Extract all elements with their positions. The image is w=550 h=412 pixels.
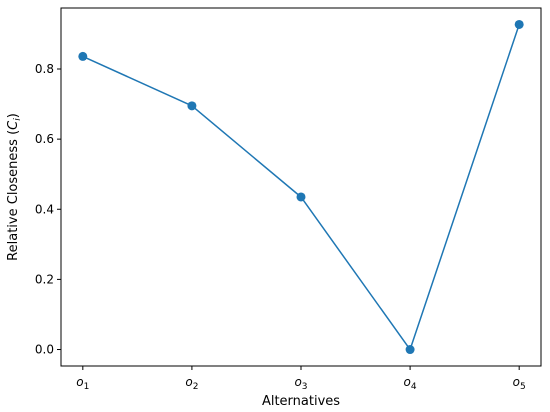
y-tick-label: 0.8 xyxy=(35,62,54,76)
x-tick-label: o4 xyxy=(404,375,417,392)
data-point xyxy=(296,192,306,202)
x-tick-label-sub: 5 xyxy=(520,382,526,392)
x-tick-label: o2 xyxy=(185,375,198,392)
series-layer xyxy=(78,19,524,355)
y-label-prefix: Relative Closeness ( xyxy=(6,130,21,261)
data-point xyxy=(405,345,415,355)
y-tick-label: 0.2 xyxy=(35,272,54,286)
x-axis: o1 o2 o3 o4 o5 xyxy=(76,366,526,392)
data-point xyxy=(187,101,197,111)
x-tick-label: o1 xyxy=(76,375,89,392)
y-label-var: C xyxy=(6,120,21,130)
x-tick-label-base: o xyxy=(513,375,520,389)
plot-area xyxy=(61,8,541,366)
data-point xyxy=(78,51,88,61)
x-tick-label-base: o xyxy=(76,375,83,389)
y-axis-label: Relative Closeness (Ci) xyxy=(6,113,23,261)
y-tick-label: 0.6 xyxy=(35,132,54,146)
data-point xyxy=(514,19,524,29)
y-label-sub: i xyxy=(13,118,23,121)
x-tick-label-base: o xyxy=(404,375,411,389)
y-axis: 0.0 0.2 0.4 0.6 0.8 xyxy=(35,62,61,357)
x-tick-label: o5 xyxy=(513,375,526,392)
y-label-suffix: ) xyxy=(6,113,21,118)
x-tick-label-sub: 1 xyxy=(84,382,90,392)
x-tick-label-sub: 4 xyxy=(411,382,417,392)
x-tick-label-base: o xyxy=(294,375,301,389)
x-tick-label-sub: 2 xyxy=(193,382,199,392)
x-axis-label: Alternatives xyxy=(262,394,340,409)
x-tick-label-base: o xyxy=(185,375,192,389)
y-tick-label: 0.4 xyxy=(35,202,54,216)
x-tick-label: o3 xyxy=(294,375,307,392)
y-tick-label: 0.0 xyxy=(35,343,54,357)
x-tick-label-sub: 3 xyxy=(302,382,308,392)
